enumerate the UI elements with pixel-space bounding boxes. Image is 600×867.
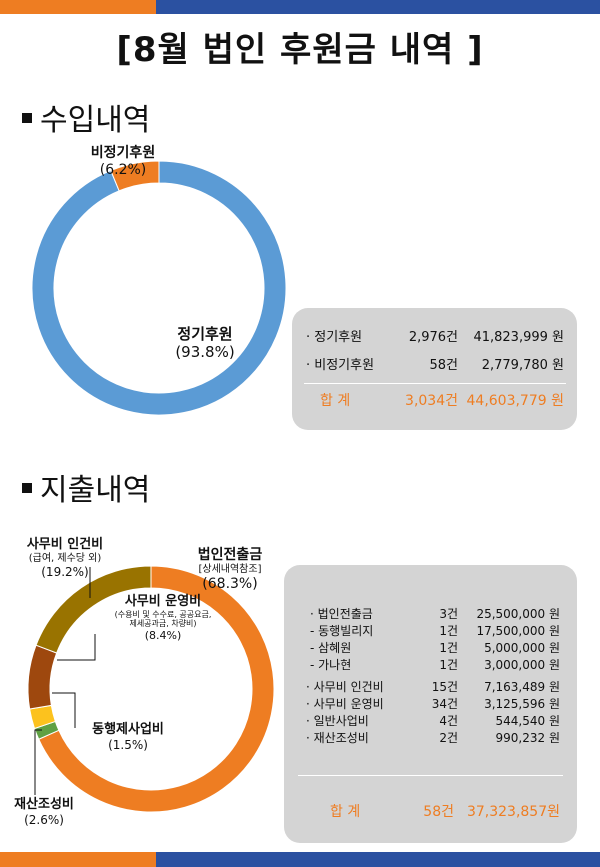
expense-row-label: - 삼혜원: [310, 641, 352, 655]
expense-row-label: · 사무비 운영비: [306, 697, 384, 711]
donut-slice-사무비 인건비: [35, 565, 152, 654]
expense-row-count: 3건: [439, 607, 458, 621]
income-heading: 수입내역: [22, 95, 150, 139]
label-irregular: 비정기후원 (6.2%): [90, 145, 156, 178]
income-row-label: · 비정기후원: [306, 358, 375, 373]
divider: [298, 775, 563, 776]
expense-row-count: 2건: [439, 731, 458, 745]
bullet-square-icon: [22, 482, 32, 493]
expense-row-count: 4건: [439, 714, 458, 728]
donut-slice-비정기후원: [110, 160, 160, 192]
income-row-count: 2,976건: [408, 330, 458, 345]
expense-row-count: 1건: [439, 641, 458, 655]
expense-donut-chart: [27, 565, 275, 813]
income-row-label: · 정기후원: [306, 330, 363, 345]
page-title: [8월 법인 후원금 내역 ]: [116, 30, 484, 70]
expense-total-label: 합 계: [330, 804, 361, 820]
expense-row-label: · 사무비 인건비: [306, 680, 384, 694]
expense-total-count: 58건: [423, 804, 454, 820]
expense-row-amount: 3,000,000 원: [484, 658, 560, 672]
income-total-amount: 44,603,779 원: [466, 393, 565, 409]
expense-row-count: 1건: [439, 624, 458, 638]
expense-row-amount: 25,500,000 원: [476, 607, 560, 621]
income-row-amount: 41,823,999 원: [473, 330, 564, 345]
expense-row-label: - 가나현: [310, 658, 352, 672]
expense-total-amount: 37,323,857원: [466, 804, 560, 820]
label-labor: 사무비 인건비 (급여, 제수당 외) (19.2%): [26, 537, 104, 579]
expense-summary-box: · 법인전출금 3건 25,500,000 원 - 동행빌리지 1건 17,500,000…: [284, 565, 577, 843]
bottom-bar: [0, 852, 600, 867]
expense-row-amount: 3,125,596 원: [484, 697, 560, 711]
income-row-amount: 2,779,780 원: [481, 358, 564, 373]
label-asset: 재산조성비 (2.6%): [14, 797, 74, 827]
leader-line-joint: [52, 692, 76, 728]
expense-row-count: 15건: [431, 680, 458, 694]
divider: [304, 383, 566, 384]
expense-row-label: - 동행빌리지: [310, 624, 374, 638]
donut-slice-사무비 운영비: [27, 644, 58, 710]
expense-heading: 지출내역: [22, 465, 150, 509]
expense-row-amount: 990,232 원: [495, 731, 560, 745]
bullet-square-icon: [22, 112, 32, 123]
expense-row-amount: 7,163,489 원: [484, 680, 560, 694]
expense-row-count: 34건: [431, 697, 458, 711]
expense-row-amount: 5,000,000 원: [484, 641, 560, 655]
income-summary-box: · 정기후원 2,976건 41,823,999 원 · 비정기후원 58건 2…: [292, 308, 577, 430]
expense-row-amount: 17,500,000 원: [476, 624, 560, 638]
expense-row-amount: 544,540 원: [495, 714, 560, 728]
expense-row-label: · 일반사업비: [306, 714, 369, 728]
leader-line-asset: [34, 729, 42, 795]
income-total-label: 합 계: [320, 393, 351, 409]
expense-row-label: · 재산조성비: [306, 731, 369, 745]
expense-row-count: 1건: [439, 658, 458, 672]
income-row-count: 58건: [429, 358, 458, 373]
label-regular: 정기후원 (93.8%): [175, 325, 235, 361]
income-donut-chart: [31, 160, 287, 416]
label-ops: 사무비 운영비 (수용비 및 수수료, 공공요금, 제세공과금, 차량비) (8…: [114, 594, 212, 642]
donut-slice-법인전출금: [38, 565, 275, 813]
expense-row-label: · 법인전출금: [310, 607, 373, 621]
top-bar: [0, 0, 600, 14]
leader-line-ops: [57, 634, 96, 661]
income-total-count: 3,034건: [405, 393, 458, 409]
label-corp: 법인전출금 [상세내역참조] (68.3%): [197, 547, 263, 592]
donut-slice-정기후원: [31, 160, 287, 416]
label-joint: 동행제사업비 (1.5%): [92, 722, 164, 752]
